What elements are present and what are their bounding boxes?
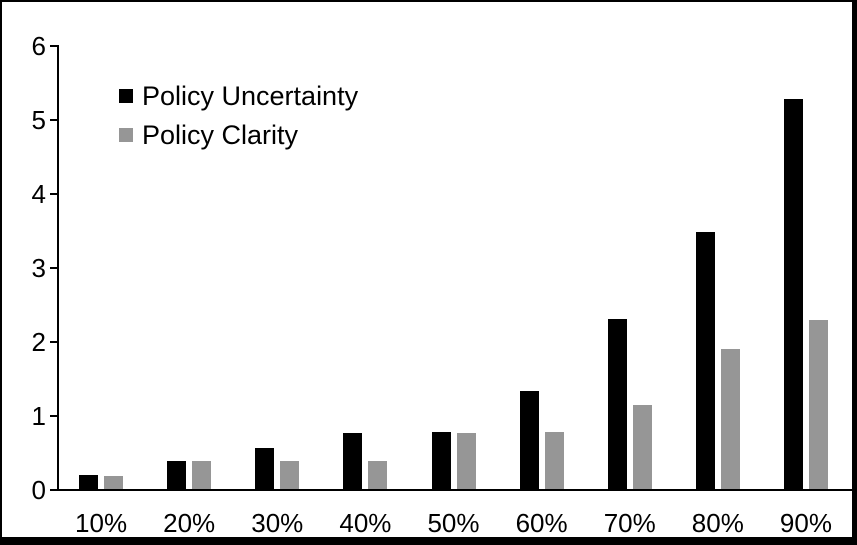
bar-policy-clarity-80% [721, 349, 740, 489]
legend-item-policy-uncertainty: Policy Uncertainty [119, 82, 358, 110]
y-axis-tick [50, 119, 58, 121]
legend-label: Policy Clarity [142, 120, 299, 150]
bar-policy-uncertainty-40% [343, 433, 362, 489]
x-axis-category-label: 40% [339, 508, 392, 538]
y-axis-line [57, 45, 59, 491]
bar-policy-clarity-10% [104, 476, 123, 489]
y-axis-tick [50, 45, 58, 47]
bar-policy-uncertainty-30% [255, 448, 274, 489]
x-axis-category-label: 80% [691, 508, 744, 538]
bar-policy-uncertainty-80% [696, 232, 715, 489]
bar-policy-uncertainty-20% [167, 461, 186, 489]
legend: Policy Uncertainty Policy Clarity [119, 82, 358, 160]
bar-policy-clarity-90% [809, 320, 828, 489]
y-axis-tick [50, 267, 58, 269]
y-axis-tick [50, 193, 58, 195]
legend-item-policy-clarity: Policy Clarity [119, 121, 358, 149]
x-axis-category-label: 70% [603, 508, 656, 538]
bar-policy-clarity-40% [368, 461, 387, 489]
y-axis-tick [50, 341, 58, 343]
legend-swatch-gray [119, 128, 133, 142]
bar-policy-uncertainty-50% [432, 432, 451, 489]
y-axis-tick-label: 4 [31, 179, 46, 209]
x-axis-category-label: 60% [515, 508, 568, 538]
bar-policy-uncertainty-10% [79, 475, 98, 489]
bar-policy-clarity-70% [633, 405, 652, 489]
x-axis-category-label: 90% [779, 508, 832, 538]
y-axis-tick-label: 3 [31, 253, 46, 283]
y-axis-tick-label: 0 [31, 475, 46, 505]
bar-policy-uncertainty-70% [608, 319, 627, 489]
x-axis-category-label: 20% [163, 508, 216, 538]
y-axis-tick-label: 1 [31, 401, 46, 431]
y-axis-tick-label: 2 [31, 327, 46, 357]
legend-swatch-black [119, 89, 133, 103]
x-axis-category-label: 50% [427, 508, 480, 538]
bar-policy-clarity-60% [545, 432, 564, 489]
x-axis-category-label: 10% [75, 508, 128, 538]
bar-policy-clarity-20% [192, 461, 211, 489]
y-axis-tick-label: 5 [31, 105, 46, 135]
bar-policy-uncertainty-90% [784, 99, 803, 489]
bar-policy-clarity-50% [457, 433, 476, 489]
bar-policy-uncertainty-60% [520, 391, 539, 489]
bar-policy-clarity-30% [280, 461, 299, 489]
x-axis-category-label: 30% [251, 508, 304, 538]
x-axis-line [56, 489, 852, 491]
y-axis-tick-label: 6 [31, 31, 46, 61]
legend-label: Policy Uncertainty [142, 81, 359, 111]
y-axis-tick [50, 489, 58, 491]
y-axis-tick [50, 415, 58, 417]
plot-area: Policy Uncertainty Policy Clarity 0 1 2 3 4 5… [2, 2, 852, 537]
